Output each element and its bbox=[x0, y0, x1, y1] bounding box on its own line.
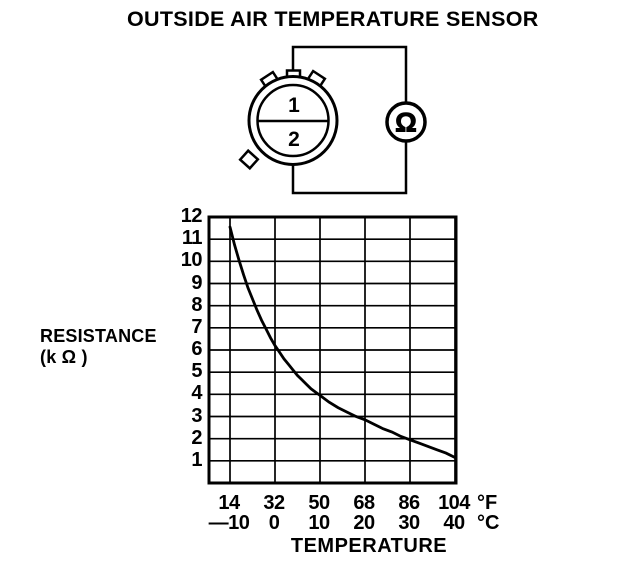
y-tick-label: 1 bbox=[191, 448, 202, 471]
y-tick-label: 12 bbox=[180, 205, 203, 227]
circuit-wire-bottom bbox=[291, 141, 408, 195]
x-tick-label-fahrenheit: 32 bbox=[263, 492, 285, 514]
x-tick-label-fahrenheit: 50 bbox=[308, 492, 330, 514]
x-tick-label-celsius: 10 bbox=[308, 512, 330, 534]
x-tick-label-fahrenheit: 104 bbox=[438, 492, 470, 514]
resistance-curve bbox=[228, 225, 457, 459]
resistance-vs-temperature-chart bbox=[207, 215, 458, 485]
sensor-test-circuit-diagram: 1 2 Ω bbox=[238, 45, 427, 195]
sensor-tab-bottom-left-icon bbox=[238, 148, 260, 171]
y-tick-label: 6 bbox=[191, 338, 202, 360]
x-tick-label-fahrenheit: 14 bbox=[218, 492, 240, 514]
page-title: OUTSIDE AIR TEMPERATURE SENSOR bbox=[127, 7, 539, 31]
y-axis-title: RESISTANCE (k Ω ) bbox=[40, 326, 157, 368]
x-axis-unit-celsius: °C bbox=[477, 512, 500, 534]
x-tick-label-fahrenheit: 68 bbox=[353, 492, 375, 514]
y-tick-label: 7 bbox=[191, 315, 202, 338]
y-tick-label: 4 bbox=[191, 382, 202, 405]
sensor-pin-1-label: 1 bbox=[288, 94, 300, 117]
y-tick-label: 5 bbox=[191, 360, 202, 383]
x-tick-label-celsius: 30 bbox=[398, 512, 420, 534]
y-tick-label: 2 bbox=[191, 426, 202, 449]
x-tick-label-celsius: 20 bbox=[353, 512, 375, 534]
ohmmeter-symbol: Ω bbox=[395, 108, 417, 138]
ohmmeter-icon bbox=[385, 101, 427, 143]
y-axis-title-line1: RESISTANCE bbox=[40, 326, 157, 346]
x-axis-title: TEMPERATURE bbox=[290, 535, 448, 557]
y-tick-label: 9 bbox=[191, 271, 202, 294]
x-tick-label-fahrenheit: 86 bbox=[398, 492, 420, 514]
y-tick-label: 11 bbox=[181, 227, 203, 250]
x-tick-label-celsius: 40 bbox=[443, 512, 465, 534]
plot-border bbox=[207, 215, 458, 485]
circuit-wire-top bbox=[291, 45, 408, 103]
y-axis-title-line2: (k Ω ) bbox=[40, 347, 88, 367]
x-tick-label-celsius: —10 bbox=[208, 512, 250, 534]
y-tick-label: 8 bbox=[191, 293, 202, 316]
sensor-pin-2-label: 2 bbox=[288, 128, 300, 151]
y-tick-label: 10 bbox=[180, 249, 203, 272]
x-tick-label-celsius: 0 bbox=[268, 512, 280, 534]
y-tick-label: 3 bbox=[191, 404, 202, 427]
x-axis-unit-fahrenheit: °F bbox=[477, 492, 498, 514]
